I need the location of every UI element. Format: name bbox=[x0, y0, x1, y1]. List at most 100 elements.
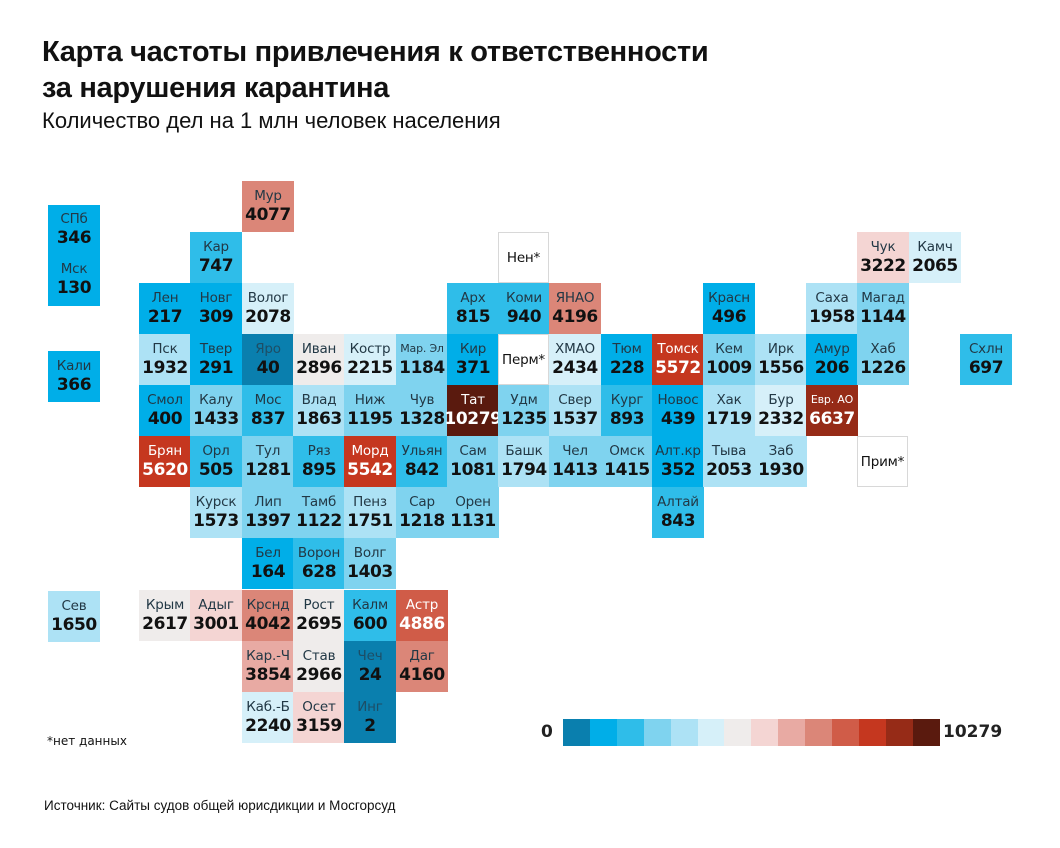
region-label: Орл bbox=[202, 442, 230, 459]
region-label: Прим* bbox=[860, 453, 905, 470]
region-label: Заб bbox=[768, 442, 794, 459]
region-value: 2 bbox=[364, 715, 376, 736]
region-tile: Кем 1009 bbox=[703, 334, 755, 385]
region-value: 1281 bbox=[245, 459, 291, 480]
region-label: ЯНАО bbox=[555, 289, 595, 306]
region-tile: Хак 1719 bbox=[703, 385, 755, 436]
region-label: Перм* bbox=[502, 351, 545, 368]
region-label: Бел bbox=[255, 544, 281, 561]
region-label: ХМАО bbox=[555, 340, 595, 357]
region-tile: Костр 2215 bbox=[344, 334, 396, 385]
region-value: 1131 bbox=[450, 510, 496, 531]
region-tile: Мск 130 bbox=[48, 255, 100, 305]
region-label: Башк bbox=[505, 442, 543, 459]
region-label: Схлн bbox=[968, 340, 1004, 357]
region-value: 837 bbox=[250, 408, 286, 429]
region-tile: Прим* bbox=[857, 436, 908, 487]
region-label: Смол bbox=[147, 391, 183, 408]
chart-subtitle: Количество дел на 1 млн человек населени… bbox=[42, 108, 501, 133]
region-value: 1218 bbox=[399, 510, 445, 531]
region-label: Яро bbox=[255, 340, 281, 357]
region-value: 815 bbox=[455, 306, 491, 327]
region-label: Сев bbox=[61, 597, 87, 614]
region-tile: Тамб 1122 bbox=[293, 487, 345, 538]
legend-swatch bbox=[671, 719, 698, 746]
region-label: Амур bbox=[814, 340, 850, 357]
region-label: Ниж bbox=[354, 391, 386, 408]
region-tile: Каб.-Б 2240 bbox=[242, 692, 294, 743]
region-value: 228 bbox=[609, 357, 645, 378]
region-label: Бур bbox=[768, 391, 794, 408]
region-label: Калм bbox=[352, 596, 388, 613]
region-tile: Даг 4160 bbox=[396, 641, 448, 692]
region-tile: Орл 505 bbox=[190, 436, 242, 487]
region-value: 1794 bbox=[501, 459, 547, 480]
region-value: 366 bbox=[56, 374, 92, 395]
region-tile: Томск 5572 bbox=[652, 334, 704, 385]
region-label: Калу bbox=[199, 391, 233, 408]
chart-title: Карта частоты привлечения к ответственно… bbox=[42, 34, 842, 106]
region-value: 1537 bbox=[552, 408, 598, 429]
region-tile: Лип 1397 bbox=[242, 487, 294, 538]
region-label: Пск bbox=[152, 340, 178, 357]
region-value: 1415 bbox=[604, 459, 650, 480]
legend-swatch bbox=[805, 719, 832, 746]
region-tile: Нен* bbox=[498, 232, 549, 283]
region-label: Чув bbox=[409, 391, 435, 408]
region-value: 346 bbox=[56, 228, 92, 248]
region-tile: Амур 206 bbox=[806, 334, 858, 385]
region-tile: Став 2966 bbox=[293, 641, 345, 692]
region-tile: Арх 815 bbox=[447, 283, 499, 334]
region-tile: Тюм 228 bbox=[601, 334, 653, 385]
region-value: 3854 bbox=[245, 664, 291, 685]
region-label: Брян bbox=[148, 442, 182, 459]
region-tile: Саха 1958 bbox=[806, 283, 858, 334]
region-value: 1650 bbox=[51, 614, 97, 635]
region-value: 628 bbox=[301, 561, 337, 582]
region-tile: Алт.кр 352 bbox=[652, 436, 704, 487]
region-value: 2896 bbox=[296, 357, 342, 378]
region-tile: Хаб 1226 bbox=[857, 334, 909, 385]
legend-min-label: 0 bbox=[541, 722, 553, 742]
region-label: Кар.-Ч bbox=[246, 647, 290, 664]
region-label: Тюм bbox=[612, 340, 642, 357]
region-tile: Орен 1131 bbox=[447, 487, 499, 538]
region-label: Ульян bbox=[401, 442, 443, 459]
region-tile: Лен 217 bbox=[139, 283, 191, 334]
region-value: 843 bbox=[660, 510, 696, 531]
region-label: Орен bbox=[455, 493, 491, 510]
region-tile: Камч 2065 bbox=[909, 232, 961, 283]
region-value: 1144 bbox=[860, 306, 906, 327]
region-tile: Кар.-Ч 3854 bbox=[242, 641, 294, 692]
region-value: 2695 bbox=[296, 613, 342, 634]
region-tile: Адыг 3001 bbox=[190, 590, 242, 641]
region-value: 1397 bbox=[245, 510, 291, 531]
region-label: Тамб bbox=[301, 493, 337, 510]
region-value: 217 bbox=[147, 306, 183, 327]
region-label: Чел bbox=[562, 442, 588, 459]
region-label: Красн bbox=[708, 289, 750, 306]
region-value: 3159 bbox=[296, 715, 342, 736]
region-value: 496 bbox=[711, 306, 747, 327]
region-label: Кем bbox=[715, 340, 743, 357]
region-label: Крснд bbox=[246, 596, 290, 613]
region-tile: Сев 1650 bbox=[48, 591, 100, 642]
region-label: Став bbox=[302, 647, 336, 664]
region-tile: Чеч 24 bbox=[344, 641, 396, 692]
region-tile: Осет 3159 bbox=[293, 692, 345, 743]
source-note: Источник: Сайты судов общей юрисдикции и… bbox=[44, 798, 396, 813]
region-value: 439 bbox=[660, 408, 696, 429]
region-tile: Морд 5542 bbox=[344, 436, 396, 487]
region-label: Саха bbox=[815, 289, 849, 306]
region-tile: Тыва 2053 bbox=[703, 436, 755, 487]
region-value: 1751 bbox=[347, 510, 393, 531]
region-tile: Чук 3222 bbox=[857, 232, 909, 283]
region-tile: Магад 1144 bbox=[857, 283, 909, 334]
region-value: 5620 bbox=[142, 459, 188, 480]
region-value: 206 bbox=[814, 357, 850, 378]
region-tile: Ряз 895 bbox=[293, 436, 345, 487]
legend-swatch bbox=[913, 719, 940, 746]
region-value: 842 bbox=[404, 459, 440, 480]
region-tile: Инг 2 bbox=[344, 692, 396, 743]
region-tile: Крым 2617 bbox=[139, 590, 191, 641]
